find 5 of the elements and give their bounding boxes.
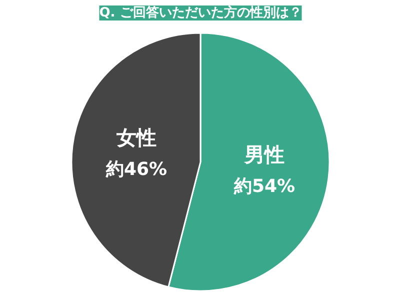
- chart-title: Q. ご回答いただいた方の性別は？: [99, 4, 302, 20]
- data-label: 約54%: [232, 176, 296, 197]
- slice-label: 男性: [244, 142, 285, 166]
- data-label: 約46%: [104, 159, 168, 180]
- slice-label: 女性: [115, 126, 156, 150]
